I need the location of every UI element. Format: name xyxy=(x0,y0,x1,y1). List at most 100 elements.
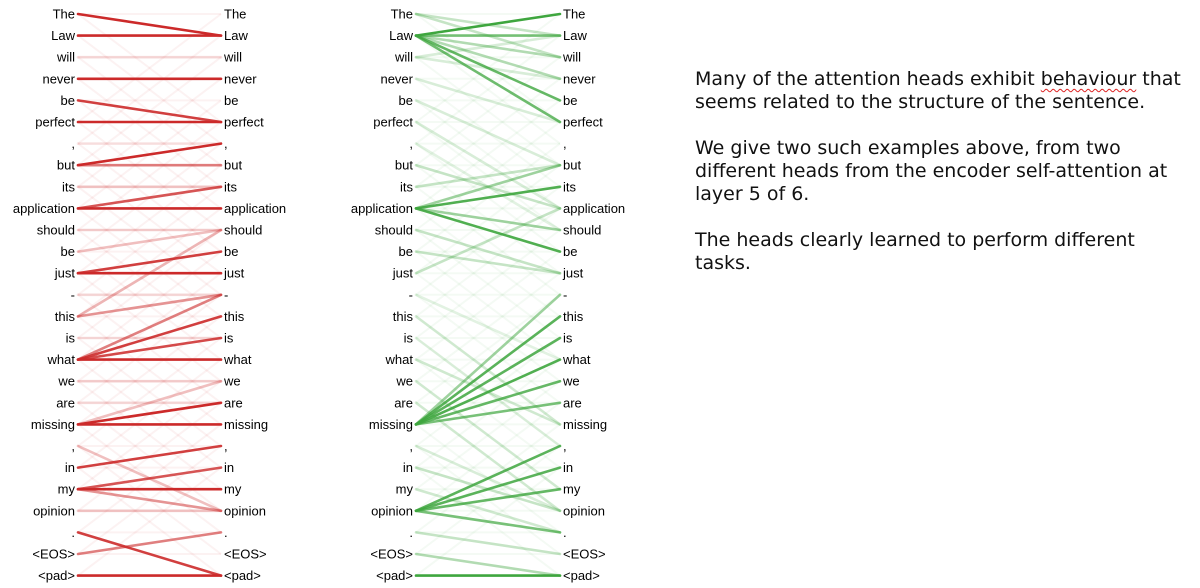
green-head-attention-link xyxy=(414,401,562,513)
red-head-source-token: should xyxy=(37,223,75,238)
green-head-attention-link xyxy=(414,34,562,102)
red-head-attention-link xyxy=(76,99,223,124)
green-head-target-token: <EOS> xyxy=(563,547,606,562)
green-head-faint-link xyxy=(415,293,561,404)
green-head-source-token: its xyxy=(400,179,414,194)
green-head-attention-link xyxy=(414,487,562,513)
red-head-attention-link xyxy=(76,531,223,556)
red-head-attention-link xyxy=(76,142,223,167)
red-head-attention-link xyxy=(76,250,223,275)
red-head-attention-link xyxy=(76,444,223,513)
green-head-target-token: opinion xyxy=(563,503,605,518)
green-head-attention-link xyxy=(414,358,562,426)
green-head-target-token: missing xyxy=(563,417,607,432)
red-head-attention-link xyxy=(76,228,223,318)
green-head-source-token: - xyxy=(409,287,413,302)
red-head-faint-link xyxy=(77,466,222,577)
red-head-source-token: is xyxy=(66,331,76,346)
red-head-faint-link xyxy=(77,315,222,426)
red-head-target-token: opinion xyxy=(224,503,266,518)
red-head-target-token: will xyxy=(223,50,242,65)
red-head-faint-link xyxy=(77,78,222,188)
attention-visualizations: The The Law Law will will never never be be perfec… xyxy=(13,7,625,584)
red-head-attention-link xyxy=(76,444,223,469)
green-head-faint-link xyxy=(415,250,561,361)
red-head-attention-link xyxy=(76,336,223,361)
green-head-target-token: never xyxy=(563,71,596,86)
green-head-panel: The The Law Law will will never never be be perfec… xyxy=(351,7,625,584)
green-head-attention-link xyxy=(414,336,562,448)
red-head-target-token: we xyxy=(223,374,241,389)
red-head-source-token: , xyxy=(71,136,75,151)
green-head-target-token: be xyxy=(563,93,577,108)
green-head-source-token: , xyxy=(409,439,413,454)
green-head-attention-link xyxy=(414,12,562,37)
green-head-source-token: application xyxy=(351,201,413,216)
green-head-attention-link xyxy=(414,34,562,81)
red-head-source-token: - xyxy=(71,287,75,302)
red-head-source-token: we xyxy=(57,374,75,389)
red-head-attention-link xyxy=(76,185,223,210)
red-head-faint-link xyxy=(77,164,222,274)
red-head-target-token: - xyxy=(224,287,228,302)
green-head-attention-link xyxy=(414,163,562,210)
green-head-attention-link xyxy=(414,34,562,59)
green-head-attention-link xyxy=(414,487,562,534)
green-head-target-token: in xyxy=(563,460,573,475)
green-head-attention-link xyxy=(414,55,562,81)
green-head-faint-link xyxy=(415,229,561,339)
red-head-target-token: be xyxy=(224,93,238,108)
red-head-target-token: <EOS> xyxy=(224,547,267,562)
green-head-target-token: what xyxy=(562,352,591,367)
green-head-attention-link xyxy=(414,444,562,513)
red-head-attention-link xyxy=(76,379,223,426)
green-head-attention-link xyxy=(414,315,562,426)
green-head-target-token: The xyxy=(563,7,585,22)
red-head-source-token: this xyxy=(55,309,76,324)
red-head-target-token: . xyxy=(224,525,228,540)
red-head-attention-link xyxy=(76,401,223,426)
red-head-target-token: <pad> xyxy=(224,568,261,583)
green-head-faint-link xyxy=(415,56,561,166)
green-head-target-token: <pad> xyxy=(563,568,600,583)
red-head-source-token: are xyxy=(56,395,75,410)
green-head-target-token: will xyxy=(562,50,581,65)
caption-paragraph-2: We give two such examples above, from tw… xyxy=(695,137,1168,205)
red-head-target-token: should xyxy=(224,223,262,238)
green-head-attention-link xyxy=(414,12,562,59)
red-head-source-token: Law xyxy=(51,28,75,43)
red-head-source-token: never xyxy=(42,71,75,86)
red-head-source-token: The xyxy=(53,7,75,22)
green-head-faint-link xyxy=(415,380,561,491)
red-head-attention-link xyxy=(76,487,223,513)
red-head-faint-link xyxy=(77,186,222,296)
green-head-attention-link xyxy=(414,163,562,189)
green-head-source-token: what xyxy=(385,352,414,367)
caption-paragraph-3: The heads clearly learned to perform dif… xyxy=(695,229,1135,274)
red-head-source-token: will xyxy=(56,50,75,65)
green-head-attention-link xyxy=(414,293,562,361)
green-head-target-token: but xyxy=(563,158,581,173)
green-head-attention-link xyxy=(414,358,562,426)
red-head-target-token: its xyxy=(224,179,238,194)
green-head-target-token: are xyxy=(563,395,582,410)
green-head-faint-link xyxy=(415,78,561,188)
green-head-source-token: perfect xyxy=(373,115,413,130)
red-head-target-token: in xyxy=(224,460,234,475)
green-head-attention-link xyxy=(414,142,562,232)
green-head-attention-link xyxy=(414,34,562,124)
red-head-target-token: be xyxy=(224,244,238,259)
red-head-source-token: opinion xyxy=(33,503,75,518)
red-head-target-token: The xyxy=(224,7,246,22)
green-head-target-token: just xyxy=(562,266,584,281)
green-head-attention-link xyxy=(414,293,562,426)
green-head-target-token: , xyxy=(563,439,567,454)
red-head-target-token: this xyxy=(224,309,245,324)
red-head-faint-link xyxy=(77,13,222,123)
green-head-attention-link xyxy=(414,207,562,253)
red-head-target-token: are xyxy=(224,395,243,410)
green-head-target-token: Law xyxy=(563,28,587,43)
green-head-source-token: my xyxy=(396,482,414,497)
green-head-source-token: will xyxy=(394,50,413,65)
green-head-target-token: , xyxy=(563,136,567,151)
